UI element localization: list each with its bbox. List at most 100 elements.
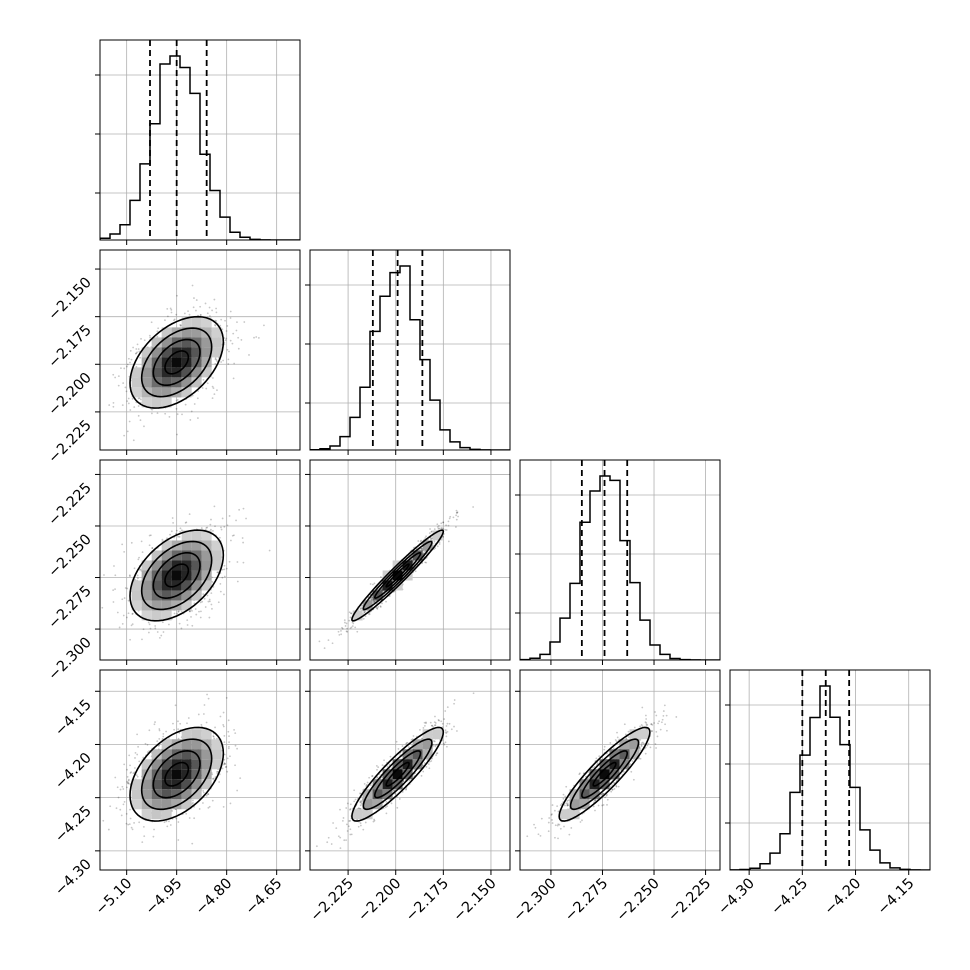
density-cell [191, 347, 202, 358]
density-cell [181, 317, 192, 328]
x-tick-label-0: −2.300 [510, 876, 559, 925]
panel-content [318, 506, 475, 650]
density-cell [362, 799, 373, 810]
x-tick-label-1: −4.25 [768, 876, 811, 919]
histogram-2 [520, 475, 720, 660]
density-cell [181, 377, 192, 388]
x-tick-label-3: −2.225 [665, 876, 714, 925]
contour-level-2 [140, 327, 213, 398]
y-tick-label-3: −2.225 [46, 480, 95, 529]
panel-frame [99, 669, 301, 871]
density-cell [422, 540, 433, 551]
panel-content [520, 460, 720, 660]
contour-level-1 [373, 552, 422, 599]
gridlines [520, 670, 720, 870]
x-tick-label-1: −4.95 [143, 876, 186, 919]
density-cell [161, 799, 172, 810]
panel-frame [99, 39, 301, 241]
density-cell [131, 789, 142, 800]
density-cell [181, 580, 192, 591]
density-cell [402, 749, 413, 760]
density-cell [151, 337, 162, 348]
contour-level-0 [385, 761, 410, 787]
density-cell [131, 367, 142, 378]
panel-content [314, 692, 475, 870]
density-cell [141, 610, 152, 621]
density-cell [191, 317, 202, 328]
density-cell [191, 540, 202, 551]
density-cell [141, 809, 152, 820]
density-cell [181, 739, 192, 750]
density-cell [432, 729, 443, 740]
density-cell [161, 337, 172, 348]
histogram-1 [310, 265, 510, 450]
density-cell [141, 779, 152, 790]
density-cell [201, 779, 212, 790]
density-cell [362, 600, 373, 611]
density-cell [629, 729, 640, 740]
density-cell [191, 367, 202, 378]
x-tick-label-2: −2.175 [403, 876, 452, 925]
histogram-0 [100, 55, 300, 240]
panel-0-0 [95, 39, 301, 245]
density-cell [141, 600, 152, 611]
panel-1-0: −2.225−2.200−2.175−2.150 [46, 249, 301, 467]
density-cell [161, 347, 172, 358]
density-cell [191, 327, 202, 338]
density-cell [432, 530, 443, 541]
density-cell [201, 357, 212, 368]
density-cell [141, 347, 152, 358]
x-tick-label-3: −2.150 [451, 876, 500, 925]
density-cell [161, 739, 172, 750]
density-cell [141, 377, 152, 388]
x-tick-label-1: −2.200 [355, 876, 404, 925]
density-cell [131, 590, 142, 601]
density-cell [201, 530, 212, 541]
density-cell [201, 580, 212, 591]
density-cell [609, 759, 620, 770]
y-tick-label-1: −4.25 [52, 803, 95, 846]
density-cell [171, 570, 182, 581]
density-cell [201, 367, 212, 378]
density-cell [161, 590, 172, 601]
panel-content [310, 250, 510, 450]
contour-level-0 [164, 563, 190, 588]
panel-3-2: −2.300 −2.275 −2.250 −2.225 [510, 669, 721, 925]
density-cell [151, 580, 162, 591]
x-tick-label-2: −2.250 [614, 876, 663, 925]
density-cell [211, 759, 222, 770]
panel-2-0: −2.300−2.275−2.250−2.225 [46, 459, 301, 684]
density-cell [589, 789, 600, 800]
x-tick-label-0: −5.10 [93, 876, 136, 919]
density-cell [151, 397, 162, 408]
density-cell [609, 749, 620, 760]
density-cell [181, 600, 192, 611]
density-cell [171, 749, 182, 760]
density-cell [211, 327, 222, 338]
density-cell [191, 377, 202, 388]
density-cell [151, 387, 162, 398]
density-cell [211, 560, 222, 571]
x-tick-label-3: −4.15 [875, 876, 918, 919]
density-cell [151, 347, 162, 358]
density-cell [181, 327, 192, 338]
contour-level-3 [129, 315, 225, 409]
density-cell [639, 729, 650, 740]
panel-frame [519, 669, 721, 871]
contour-level-1 [152, 338, 201, 387]
density-cell [201, 550, 212, 561]
density-cell [181, 337, 192, 348]
density-cell [141, 357, 152, 368]
density-cell [579, 799, 590, 810]
density-blocks [352, 530, 443, 621]
density-cell [402, 560, 413, 571]
density-cell [579, 789, 590, 800]
y-tick-label-0: −2.225 [46, 417, 95, 466]
density-cell [161, 387, 172, 398]
density-cell [211, 337, 222, 348]
density-cell [141, 580, 152, 591]
y-tick-label-2: −4.20 [52, 750, 95, 793]
contour-level-3 [129, 529, 225, 622]
density-cell [151, 799, 162, 810]
density-cell [151, 560, 162, 571]
